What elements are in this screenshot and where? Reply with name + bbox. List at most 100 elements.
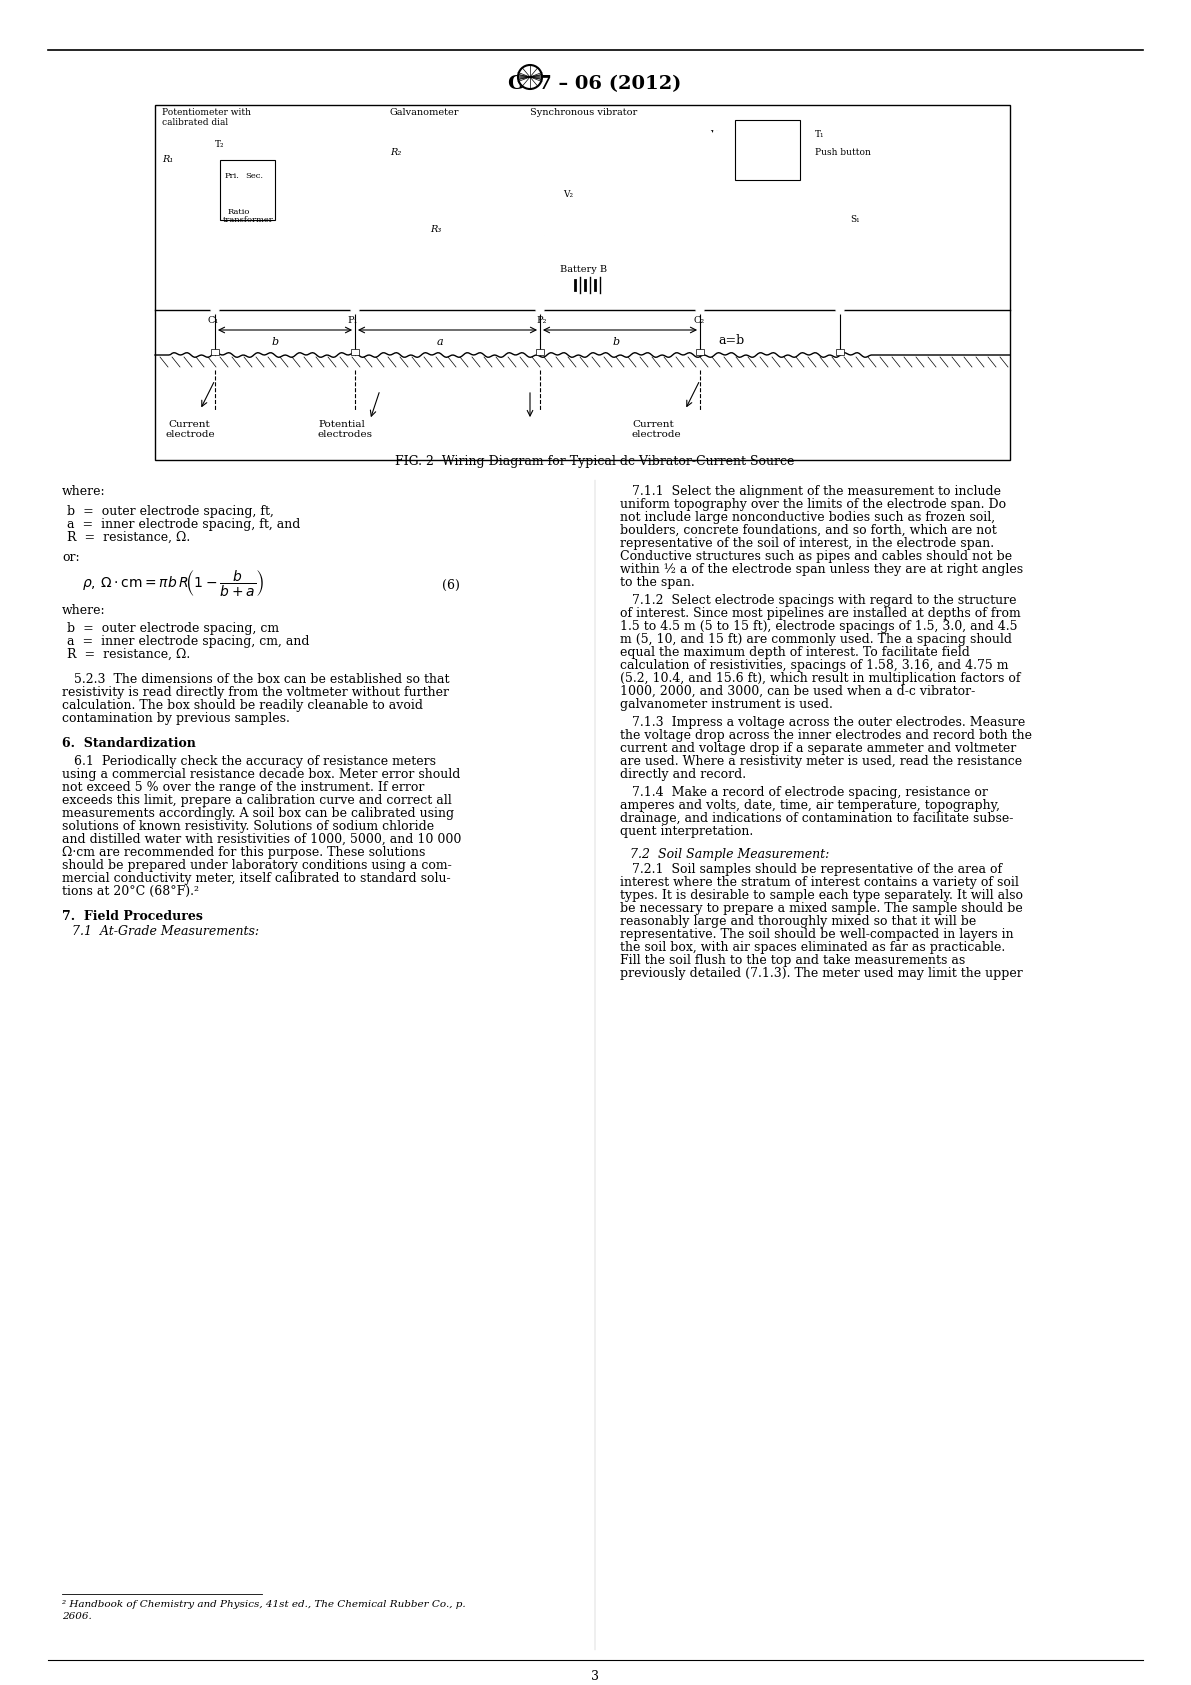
Text: Battery B: Battery B — [560, 265, 607, 275]
Text: where:: where: — [62, 603, 106, 617]
Text: where:: where: — [62, 485, 106, 499]
Circle shape — [696, 307, 704, 313]
Text: 7.2  Soil Sample Measurement:: 7.2 Soil Sample Measurement: — [630, 848, 829, 861]
Text: to the span.: to the span. — [621, 576, 694, 590]
Bar — [735, 120, 800, 180]
Text: 6.1  Periodically check the accuracy of resistance meters: 6.1 Periodically check the accuracy of r… — [62, 755, 436, 768]
Text: Pri.: Pri. — [225, 172, 239, 180]
Text: b: b — [613, 337, 621, 347]
Text: are used. Where a resistivity meter is used, read the resistance: are used. Where a resistivity meter is u… — [621, 755, 1022, 768]
Text: T₁: T₁ — [815, 130, 824, 138]
Text: R₃: R₃ — [430, 226, 441, 234]
Text: $\rho,\,\Omega\cdot\mathrm{cm}=\pi b\,R\!\left(1-\dfrac{b}{b+a}\right)$: $\rho,\,\Omega\cdot\mathrm{cm}=\pi b\,R\… — [82, 570, 264, 600]
Text: solutions of known resistivity. Solutions of sodium chloride: solutions of known resistivity. Solution… — [62, 821, 435, 832]
Text: 1000, 2000, and 3000, can be used when a d-c vibrator-: 1000, 2000, and 3000, can be used when a… — [621, 686, 975, 698]
Bar — [351, 349, 358, 356]
Text: uniform topography over the limits of the electrode span. Do: uniform topography over the limits of th… — [621, 499, 1006, 511]
Text: 1.5 to 4.5 m (5 to 15 ft), electrode spacings of 1.5, 3.0, and 4.5: 1.5 to 4.5 m (5 to 15 ft), electrode spa… — [621, 620, 1017, 634]
Text: b: b — [272, 337, 279, 347]
Text: electrode: electrode — [166, 430, 214, 440]
Text: R  =  resistance, Ω.: R = resistance, Ω. — [67, 531, 191, 544]
Circle shape — [351, 307, 358, 313]
Text: Conductive structures such as pipes and cables should not be: Conductive structures such as pipes and … — [621, 549, 1012, 563]
Bar — [836, 349, 844, 356]
Text: a  =  inner electrode spacing, cm, and: a = inner electrode spacing, cm, and — [67, 635, 310, 649]
Bar — [696, 349, 704, 356]
Text: Ω·cm are recommended for this purpose. These solutions: Ω·cm are recommended for this purpose. T… — [62, 846, 425, 859]
Text: P₁: P₁ — [347, 317, 357, 325]
Text: not include large nonconductive bodies such as frozen soil,: not include large nonconductive bodies s… — [621, 511, 996, 524]
Text: 3: 3 — [591, 1670, 599, 1683]
Text: boulders, concrete foundations, and so forth, which are not: boulders, concrete foundations, and so f… — [621, 524, 997, 538]
Text: amperes and volts, date, time, air temperature, topography,: amperes and volts, date, time, air tempe… — [621, 799, 1000, 812]
Text: M: M — [536, 229, 545, 238]
Text: 7.2.1  Soil samples should be representative of the area of: 7.2.1 Soil samples should be representat… — [621, 863, 1002, 876]
Text: types. It is desirable to sample each type separately. It will also: types. It is desirable to sample each ty… — [621, 890, 1023, 901]
Text: be necessary to prepare a mixed sample. The sample should be: be necessary to prepare a mixed sample. … — [621, 901, 1023, 915]
Circle shape — [836, 307, 844, 313]
Text: P₂: P₂ — [536, 317, 547, 325]
Text: and distilled water with resistivities of 1000, 5000, and 10 000: and distilled water with resistivities o… — [62, 832, 461, 846]
Text: current and voltage drop if a separate ammeter and voltmeter: current and voltage drop if a separate a… — [621, 741, 1016, 755]
Text: the voltage drop across the inner electrodes and record both the: the voltage drop across the inner electr… — [621, 730, 1031, 741]
Text: previously detailed (7.1.3). The meter used may limit the upper: previously detailed (7.1.3). The meter u… — [621, 967, 1023, 981]
Bar — [211, 349, 219, 356]
Text: Galvanometer: Galvanometer — [389, 108, 460, 116]
Text: not exceed 5 % over the range of the instrument. If error: not exceed 5 % over the range of the ins… — [62, 782, 424, 794]
Text: drainage, and indications of contamination to facilitate subse-: drainage, and indications of contaminati… — [621, 812, 1014, 826]
Text: S₁: S₁ — [850, 216, 860, 224]
Text: V₂: V₂ — [563, 190, 573, 199]
Text: resistivity is read directly from the voltmeter without further: resistivity is read directly from the vo… — [62, 686, 449, 699]
Text: representative of the soil of interest, in the electrode span.: representative of the soil of interest, … — [621, 538, 994, 549]
Text: contamination by previous samples.: contamination by previous samples. — [62, 713, 289, 725]
Text: measurements accordingly. A soil box can be calibrated using: measurements accordingly. A soil box can… — [62, 807, 454, 821]
Text: ² Handbook of Chemistry and Physics, 41st ed., The Chemical Rubber Co., p.: ² Handbook of Chemistry and Physics, 41s… — [62, 1601, 466, 1609]
Text: tions at 20°C (68°F).²: tions at 20°C (68°F).² — [62, 885, 199, 898]
Text: reasonably large and thoroughly mixed so that it will be: reasonably large and thoroughly mixed so… — [621, 915, 977, 928]
Text: 7.1.1  Select the alignment of the measurement to include: 7.1.1 Select the alignment of the measur… — [621, 485, 1000, 499]
Text: calculation. The box should be readily cleanable to avoid: calculation. The box should be readily c… — [62, 699, 423, 713]
Text: electrode: electrode — [632, 430, 681, 440]
Text: the soil box, with air spaces eliminated as far as practicable.: the soil box, with air spaces eliminated… — [621, 940, 1005, 954]
Text: calculation of resistivities, spacings of 1.58, 3.16, and 4.75 m: calculation of resistivities, spacings o… — [621, 659, 1009, 672]
Text: 5.2.3  The dimensions of the box can be established so that: 5.2.3 The dimensions of the box can be e… — [62, 672, 449, 686]
Text: equal the maximum depth of interest. To facilitate field: equal the maximum depth of interest. To … — [621, 645, 969, 659]
Text: Current: Current — [168, 420, 210, 430]
Text: FIG. 2  Wiring Diagram for Typical dc Vibrator-Current Source: FIG. 2 Wiring Diagram for Typical dc Vib… — [395, 455, 794, 468]
Text: T₂: T₂ — [216, 140, 225, 148]
Text: galvanometer instrument is used.: galvanometer instrument is used. — [621, 698, 833, 711]
Text: within ½ a of the electrode span unless they are at right angles: within ½ a of the electrode span unless … — [621, 563, 1023, 576]
Bar — [220, 160, 275, 221]
Text: 7.  Field Procedures: 7. Field Procedures — [62, 910, 202, 923]
Text: calibrated dial: calibrated dial — [162, 118, 229, 126]
Text: 6.  Standardization: 6. Standardization — [62, 736, 195, 750]
Text: V₁: V₁ — [512, 194, 522, 201]
Text: 7.1.4  Make a record of electrode spacing, resistance or: 7.1.4 Make a record of electrode spacing… — [621, 785, 987, 799]
Text: electrodes: electrodes — [318, 430, 373, 440]
Text: Fill the soil flush to the top and take measurements as: Fill the soil flush to the top and take … — [621, 954, 965, 967]
Text: (6): (6) — [442, 580, 460, 591]
Text: R₂: R₂ — [389, 148, 401, 157]
Text: (5.2, 10.4, and 15.6 ft), which result in multiplication factors of: (5.2, 10.4, and 15.6 ft), which result i… — [621, 672, 1021, 686]
Text: Push button: Push button — [815, 148, 871, 157]
Text: b  =  outer electrode spacing, ft,: b = outer electrode spacing, ft, — [67, 506, 274, 517]
Text: a: a — [437, 337, 443, 347]
Text: C₁: C₁ — [208, 317, 219, 325]
Text: b  =  outer electrode spacing, cm: b = outer electrode spacing, cm — [67, 622, 279, 635]
Text: a=b: a=b — [718, 334, 744, 347]
Text: transformer: transformer — [746, 153, 796, 162]
Circle shape — [536, 307, 544, 313]
Text: 2606.: 2606. — [62, 1613, 92, 1621]
Circle shape — [211, 307, 219, 313]
Text: C₂: C₂ — [693, 317, 704, 325]
Text: 7.1.2  Select electrode spacings with regard to the structure: 7.1.2 Select electrode spacings with reg… — [621, 595, 1016, 607]
Text: representative. The soil should be well-compacted in layers in: representative. The soil should be well-… — [621, 928, 1014, 940]
Text: 7.1.3  Impress a voltage across the outer electrodes. Measure: 7.1.3 Impress a voltage across the outer… — [621, 716, 1025, 730]
Text: transformer: transformer — [223, 216, 274, 224]
Text: of interest. Since most pipelines are installed at depths of from: of interest. Since most pipelines are in… — [621, 607, 1021, 620]
Text: interest where the stratum of interest contains a variety of soil: interest where the stratum of interest c… — [621, 876, 1018, 890]
Text: G57 – 06 (2012): G57 – 06 (2012) — [509, 76, 681, 93]
Circle shape — [518, 66, 542, 89]
Text: mercial conductivity meter, itself calibrated to standard solu-: mercial conductivity meter, itself calib… — [62, 873, 450, 885]
Text: Potentiometer with: Potentiometer with — [162, 108, 251, 116]
